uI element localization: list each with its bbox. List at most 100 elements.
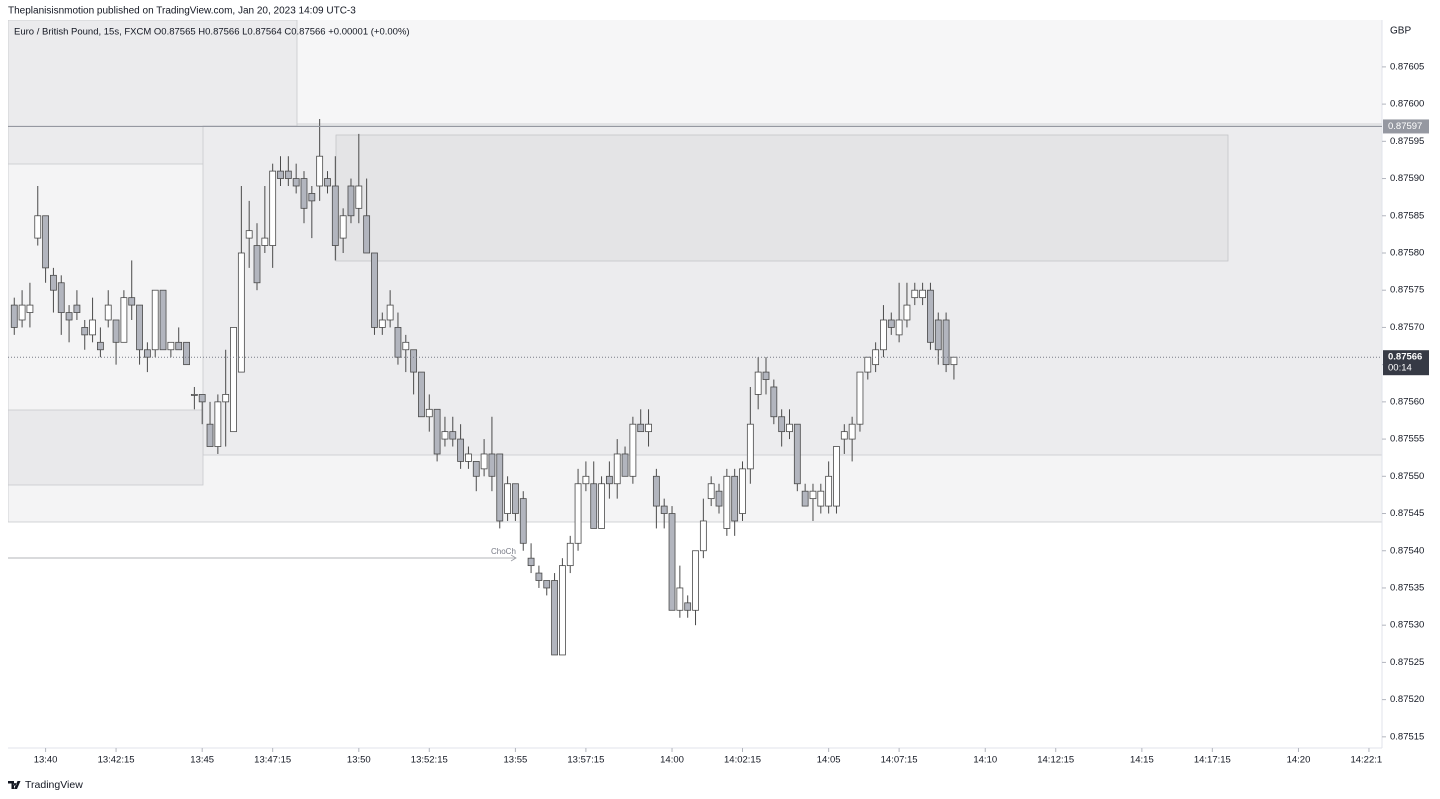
candle-body [903, 304, 911, 321]
candle-body [621, 453, 629, 477]
last-price-bg [1383, 350, 1429, 376]
zone [8, 409, 204, 486]
candle-body [660, 505, 668, 514]
x-tick-label: 13:47:15 [254, 755, 291, 766]
candle-body [104, 304, 112, 321]
y-tick-label: 0.87595 [1390, 136, 1424, 147]
candle-body [598, 483, 605, 529]
candle-body [261, 237, 269, 246]
candle-body [652, 475, 660, 507]
candle-body [637, 423, 645, 433]
candle-body [535, 572, 543, 581]
candle-body [425, 408, 433, 418]
x-tick-label: 14:05 [817, 755, 841, 766]
x-tick-label: 14:00 [660, 755, 684, 766]
header: Theplanisisnmotion published on TradingV… [8, 6, 356, 17]
candle-body [668, 513, 676, 611]
candle-body [410, 349, 418, 373]
last-price-label: 0.87566 [1388, 352, 1422, 363]
level-label: 0.87597 [1388, 121, 1422, 132]
candle-body [848, 423, 856, 440]
candle-body [676, 587, 684, 611]
candle-body [355, 185, 363, 209]
choch-arrow [510, 554, 517, 562]
candle-body [34, 215, 42, 239]
candle-body [770, 386, 778, 418]
y-tick-label: 0.87600 [1390, 99, 1424, 110]
candle-body [81, 327, 89, 336]
candle-body [331, 185, 339, 246]
candle-body [590, 483, 598, 529]
candle-body [136, 304, 143, 351]
candle-body [159, 289, 167, 351]
candle-body [574, 483, 582, 544]
x-axis: 13:40 13:42:15 13:45 13:47:15 13:50 13:52:15 1… [34, 748, 1387, 766]
candle-body [324, 178, 331, 187]
candle-body [911, 289, 919, 299]
candle-body [919, 289, 927, 299]
candle-body [519, 498, 527, 544]
y-tick-label: 0.87585 [1390, 210, 1424, 221]
candle-body [629, 423, 637, 477]
candle-body [504, 483, 511, 514]
y-tick-label: 0.87580 [1390, 248, 1424, 259]
candle-body [89, 319, 96, 336]
currency: GBP [1390, 26, 1411, 37]
candle-body [214, 401, 222, 447]
x-tick-label: 14:20 [1287, 755, 1311, 766]
candle-body [73, 304, 81, 313]
candle-body [277, 170, 284, 179]
x-tick-label: 14:22:15 [1350, 755, 1387, 766]
candle-body [762, 371, 770, 380]
y-tick-label: 0.87590 [1390, 173, 1424, 184]
logo [8, 781, 21, 789]
candle-body [527, 557, 535, 567]
candle-body [472, 461, 480, 477]
candle-body [292, 178, 300, 187]
x-tick-label: 14:10 [973, 755, 997, 766]
candle-body [120, 297, 128, 343]
candle-body [18, 304, 26, 321]
plot [10, 119, 958, 656]
candle-body [50, 274, 57, 291]
countdown: 00:14 [1388, 363, 1412, 374]
candle-body [582, 475, 590, 485]
candle-body [551, 580, 558, 656]
candle-body [817, 490, 825, 507]
candle-body [512, 483, 519, 514]
candle-body [222, 394, 230, 403]
candle-body [97, 341, 104, 351]
candle-body [942, 319, 950, 366]
candle-body [739, 468, 746, 514]
candle-body [840, 431, 848, 440]
x-tick-label: 14:07:15 [881, 755, 918, 766]
candle-body [449, 431, 457, 440]
candle-body [605, 475, 613, 485]
candle-body [394, 327, 402, 358]
candle-body [308, 193, 316, 202]
candle-body [746, 423, 754, 470]
candle-body [927, 289, 934, 343]
candle-body [175, 341, 183, 351]
candle-body [363, 215, 371, 254]
candle-body [825, 475, 833, 507]
y-tick-label: 0.87575 [1390, 285, 1424, 296]
candle-body [26, 304, 34, 313]
candle-body [793, 423, 801, 485]
candle-body [206, 423, 214, 447]
candle-body [613, 453, 621, 485]
y-tick-label: 0.87530 [1390, 620, 1424, 631]
candle-body [731, 475, 739, 522]
candle-body [934, 319, 942, 351]
candle-body [402, 341, 410, 351]
candle-body [371, 252, 378, 328]
zone [335, 134, 1229, 262]
candle-body [543, 580, 551, 589]
y-tick-label: 0.87520 [1390, 694, 1424, 705]
candle-body [723, 475, 731, 529]
candle-body [245, 230, 253, 239]
candle-body [143, 349, 151, 358]
symbol-info: Euro / British Pound, 15s, FXCM O0.87565… [14, 27, 410, 38]
candle-body [457, 438, 465, 462]
